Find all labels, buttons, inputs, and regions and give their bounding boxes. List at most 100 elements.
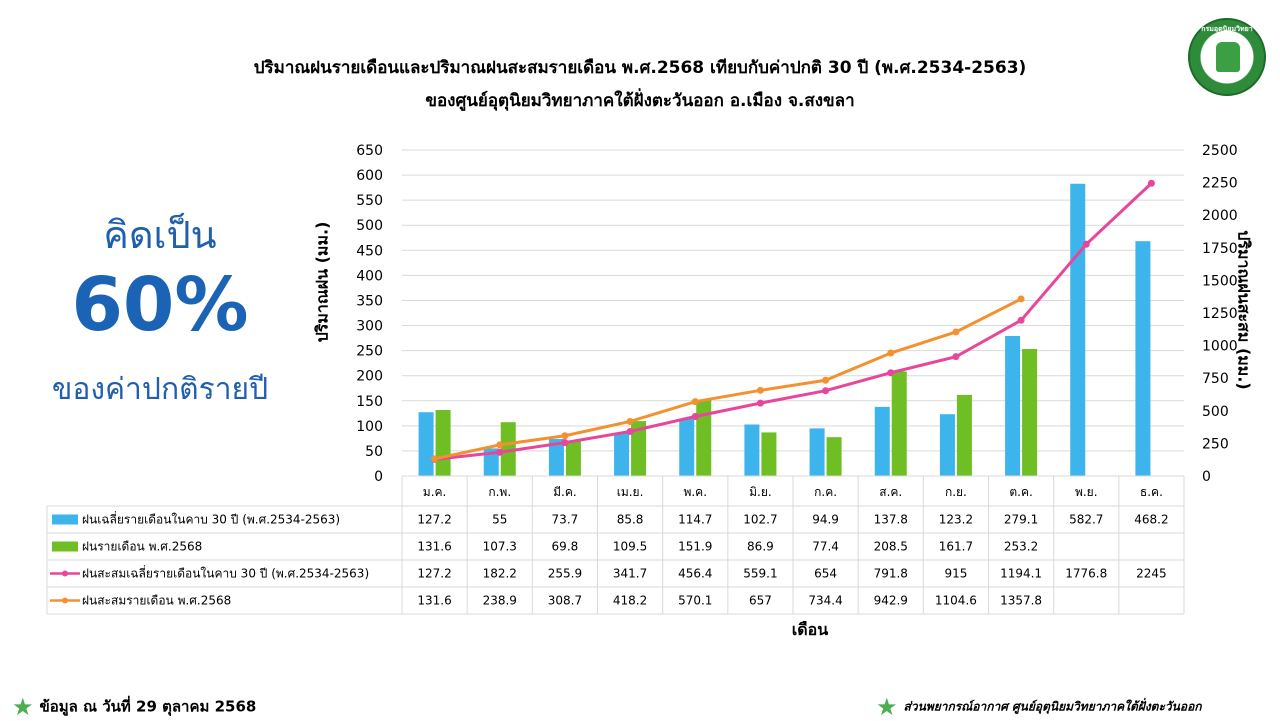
y-tick-label: 600 xyxy=(356,168,383,184)
x-tick-label: ธ.ค. xyxy=(1140,485,1163,499)
star-icon: ★ xyxy=(876,693,898,721)
y-tick-label: 550 xyxy=(356,193,383,209)
data-label: 123.2 xyxy=(939,513,973,527)
y2-tick-label: 0 xyxy=(1202,469,1211,485)
data-label: 456.4 xyxy=(678,567,712,581)
data-label: 1194.1 xyxy=(1000,567,1042,581)
y-tick-label: 350 xyxy=(356,293,383,309)
line-point xyxy=(1083,241,1090,248)
data-label: 161.7 xyxy=(939,540,973,554)
bar xyxy=(419,412,434,476)
y2-tick-label: 1000 xyxy=(1202,339,1238,355)
line-point xyxy=(496,449,503,456)
line-point xyxy=(1018,317,1025,324)
data-label: 341.7 xyxy=(613,567,647,581)
data-label: 255.9 xyxy=(548,567,582,581)
line-point xyxy=(1018,295,1025,302)
data-label: 279.1 xyxy=(1004,513,1038,527)
y-tick-label: 250 xyxy=(356,344,383,360)
bar xyxy=(696,400,711,476)
line-point xyxy=(757,400,764,407)
data-label: 1357.8 xyxy=(1000,594,1042,608)
legend-swatch xyxy=(62,598,68,604)
data-label: 151.9 xyxy=(678,540,712,554)
x-tick-label: ส.ค. xyxy=(879,485,902,499)
data-label: 131.6 xyxy=(417,540,451,554)
data-label: 107.3 xyxy=(483,540,517,554)
bar xyxy=(614,433,629,476)
data-label: 1776.8 xyxy=(1065,567,1107,581)
data-label: 418.2 xyxy=(613,594,647,608)
x-tick-label: พ.ย. xyxy=(1075,485,1098,499)
x-tick-label: มิ.ย. xyxy=(749,485,772,499)
data-label: 55 xyxy=(492,513,507,527)
line-point xyxy=(822,377,829,384)
y-tick-label: 400 xyxy=(356,268,383,284)
legend-swatch xyxy=(52,542,78,552)
legend-entry: ฝนสะสมรายเดือน พ.ศ.2568 xyxy=(82,594,231,608)
y2-tick-label: 500 xyxy=(1202,404,1229,420)
x-tick-label: เม.ย. xyxy=(617,485,644,499)
bar xyxy=(679,418,694,476)
data-label: 582.7 xyxy=(1069,513,1103,527)
legend-entry: ฝนรายเดือน พ.ศ.2568 xyxy=(82,540,202,554)
line-point xyxy=(822,387,829,394)
legend-entry: ฝนสะสมเฉลี่ยรายเดือนในคาบ 30 ปี (พ.ศ.253… xyxy=(82,565,369,581)
bar xyxy=(1022,349,1037,476)
legend-swatch xyxy=(62,571,68,577)
data-label: 109.5 xyxy=(613,540,647,554)
y2-tick-label: 1250 xyxy=(1202,306,1238,322)
bar xyxy=(744,424,759,476)
line-point xyxy=(627,428,634,435)
data-label: 127.2 xyxy=(417,567,451,581)
data-label: 77.4 xyxy=(812,540,839,554)
x-tick-label: พ.ค. xyxy=(683,485,707,499)
line-point xyxy=(561,432,568,439)
data-label: 559.1 xyxy=(743,567,777,581)
legend-entry: ฝนเฉลี่ยรายเดือนในคาบ 30 ปี (พ.ศ.2534-25… xyxy=(82,511,340,527)
x-tick-label: ก.พ. xyxy=(488,485,511,499)
data-label: 137.8 xyxy=(874,513,908,527)
y-tick-label: 50 xyxy=(365,444,383,460)
line-point xyxy=(627,418,634,425)
y-tick-label: 650 xyxy=(356,143,383,159)
series-line xyxy=(435,183,1152,459)
bar xyxy=(810,428,825,476)
data-label: 308.7 xyxy=(548,594,582,608)
line-point xyxy=(887,350,894,357)
line-point xyxy=(692,413,699,420)
data-label: 570.1 xyxy=(678,594,712,608)
footer-source: ★ ส่วนพยากรณ์อากาศ ศูนย์อุตุนิยมวิทยาภาคใ… xyxy=(876,693,1202,721)
y-tick-label: 100 xyxy=(356,419,383,435)
data-label: 1104.6 xyxy=(935,594,977,608)
bar xyxy=(1135,241,1150,476)
bar xyxy=(940,414,955,476)
data-label: 94.9 xyxy=(812,513,839,527)
data-label: 127.2 xyxy=(417,513,451,527)
x-tick-label: ก.ค. xyxy=(814,485,837,499)
bar xyxy=(892,371,907,476)
line-point xyxy=(692,398,699,405)
y-tick-label: 0 xyxy=(374,469,383,485)
line-point xyxy=(952,353,959,360)
line-point xyxy=(1148,180,1155,187)
bar xyxy=(1005,336,1020,476)
data-label: 253.2 xyxy=(1004,540,1038,554)
data-label: 915 xyxy=(944,567,967,581)
data-label: 654 xyxy=(814,567,837,581)
bar xyxy=(1070,184,1085,476)
data-label: 182.2 xyxy=(483,567,517,581)
x-tick-label: ก.ย. xyxy=(945,485,967,499)
data-label: 791.8 xyxy=(874,567,908,581)
footer-date-text: ข้อมูล ณ วันที่ 29 ตุลาคม 2568 xyxy=(40,698,257,716)
data-label: 131.6 xyxy=(417,594,451,608)
y2-tick-label: 250 xyxy=(1202,436,1229,452)
series-line xyxy=(435,299,1022,459)
bar xyxy=(827,437,842,476)
footer-source-text: ส่วนพยากรณ์อากาศ ศูนย์อุตุนิยมวิทยาภาคใต… xyxy=(904,700,1202,714)
x-tick-label: มี.ค. xyxy=(553,485,577,499)
data-label: 657 xyxy=(749,594,772,608)
data-label: 468.2 xyxy=(1134,513,1168,527)
y-tick-label: 300 xyxy=(356,319,383,335)
